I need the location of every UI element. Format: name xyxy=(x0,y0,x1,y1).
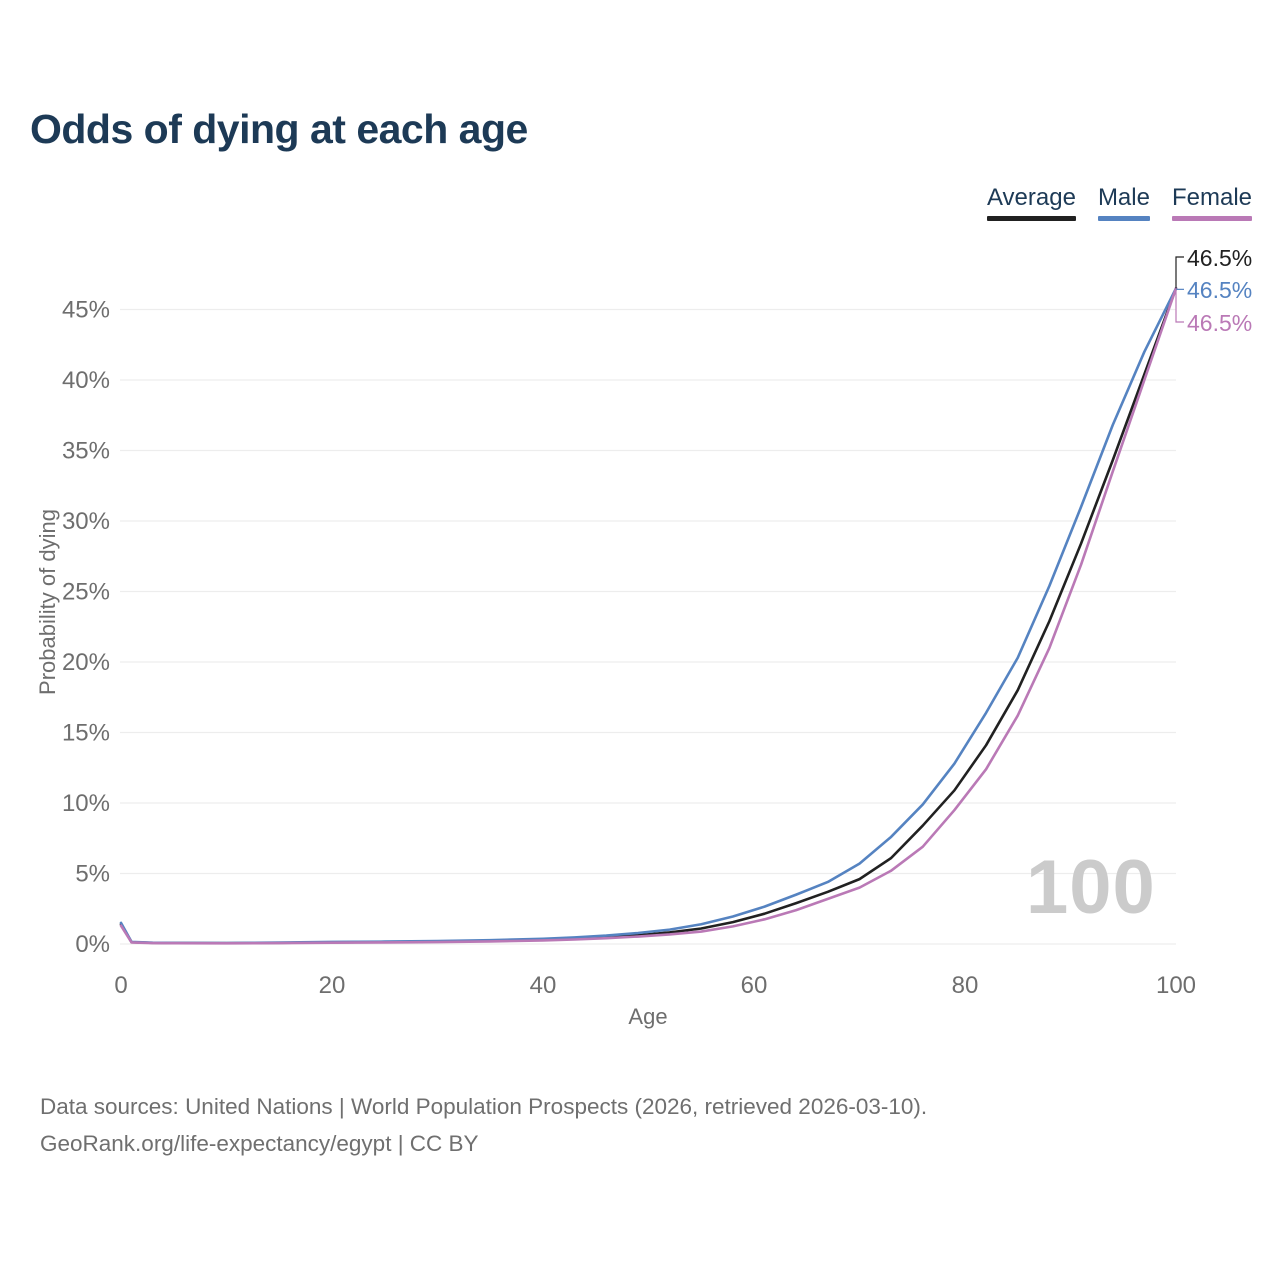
legend-swatch-average xyxy=(986,216,1076,221)
series-line-male[interactable] xyxy=(119,287,1178,945)
legend: Average Male Female xyxy=(986,184,1252,221)
chart-title: Odds of dying at each age xyxy=(30,106,528,152)
series-line-average[interactable] xyxy=(119,287,1178,945)
end-label-connector xyxy=(1175,289,1184,323)
x-axis-title: Age xyxy=(628,1004,668,1029)
y-tick-label: 20% xyxy=(62,649,110,676)
age-watermark: 100 xyxy=(1026,845,1156,930)
legend-item-average[interactable]: Average xyxy=(986,184,1076,221)
end-label-male: 46.5% xyxy=(1187,277,1253,303)
y-tick-label: 30% xyxy=(62,508,110,535)
footer: Data sources: United Nations | World Pop… xyxy=(40,1088,927,1162)
end-label-connector xyxy=(1175,256,1184,289)
y-tick-label: 0% xyxy=(75,931,110,958)
x-tick-label: 80 xyxy=(952,972,979,999)
y-axis-title: Probability of dying xyxy=(35,509,60,695)
footer-sources-line: Data sources: United Nations | World Pop… xyxy=(40,1094,928,1119)
legend-swatch-female xyxy=(1171,216,1252,221)
end-label-average: 46.5% xyxy=(1187,245,1253,271)
y-tick-label: 45% xyxy=(62,297,110,324)
y-tick-label: 10% xyxy=(62,790,110,817)
legend-item-male[interactable]: Male xyxy=(1097,184,1150,221)
y-tick-label: 15% xyxy=(62,720,110,747)
end-label-female: 46.5% xyxy=(1187,310,1253,336)
x-tick-label: 100 xyxy=(1156,972,1196,999)
x-tick-label: 20 xyxy=(319,972,346,999)
y-tick-label: 5% xyxy=(75,861,110,888)
y-tick-label: 35% xyxy=(62,438,110,465)
x-tick-label: 60 xyxy=(741,972,768,999)
y-tick-label: 25% xyxy=(62,579,110,606)
legend-label-average: Average xyxy=(986,184,1076,211)
x-tick-label: 40 xyxy=(530,972,557,999)
x-tick-label: 0 xyxy=(114,972,127,999)
footer-attribution-line: GeoRank.org/life-expectancy/egypt | CC B… xyxy=(40,1131,479,1156)
y-tick-label: 40% xyxy=(62,367,110,394)
legend-item-female[interactable]: Female xyxy=(1171,184,1252,221)
legend-label-male: Male xyxy=(1097,184,1150,211)
legend-swatch-male xyxy=(1097,216,1150,221)
series-line-female[interactable] xyxy=(119,287,1178,945)
legend-label-female: Female xyxy=(1171,184,1252,211)
